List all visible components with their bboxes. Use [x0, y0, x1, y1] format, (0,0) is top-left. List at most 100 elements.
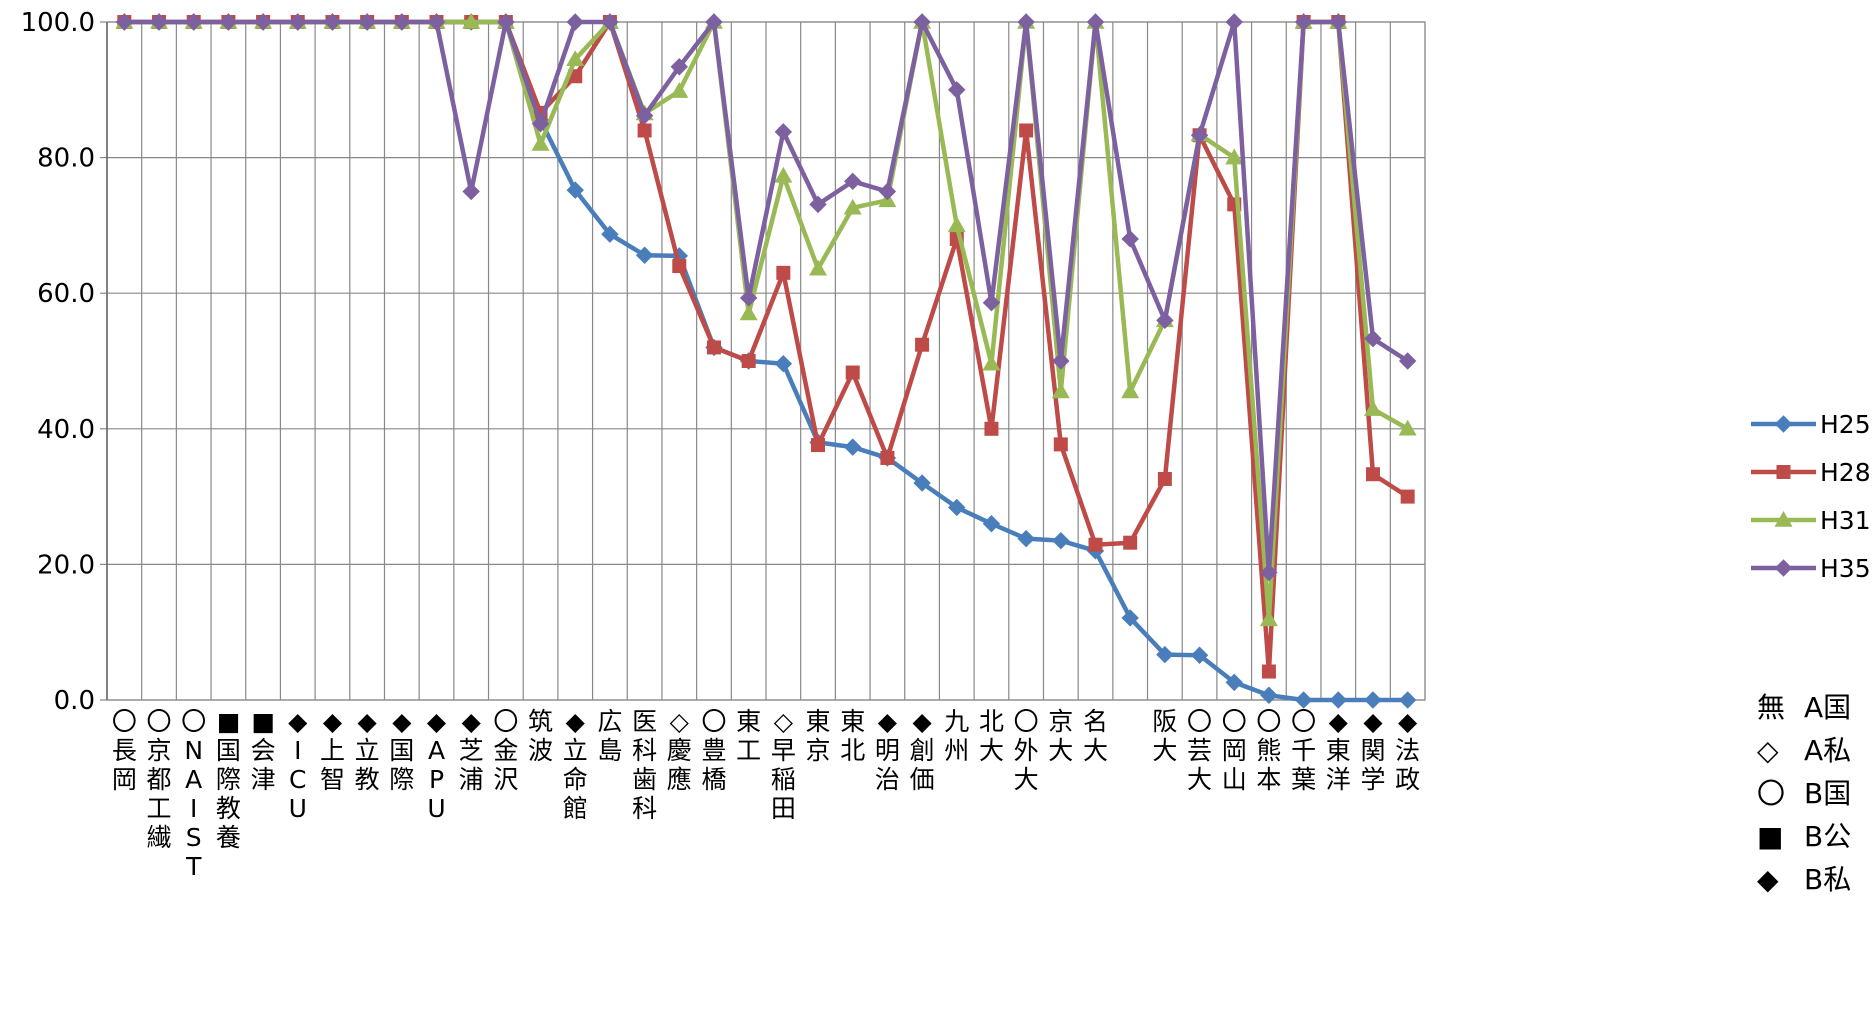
series-h25-point [913, 474, 931, 492]
series-h35-point [323, 13, 342, 31]
x-tick-label: 名大 [1083, 707, 1108, 765]
series-h35-point [878, 182, 897, 201]
legend-item-h28: H28 [1751, 458, 1871, 487]
x-tick-label: 京大 [1048, 707, 1073, 765]
series-h35-point [774, 123, 793, 141]
series-h28-point [706, 340, 721, 355]
series-h25-point [1398, 691, 1417, 709]
series-h25-point [1052, 531, 1070, 550]
series-h28-point [1400, 489, 1415, 504]
x-tick-label: 〇豊橋 [701, 707, 726, 794]
series-h31-point [1051, 382, 1070, 399]
series-h35-point [948, 81, 966, 99]
x-tick-label: 筑波 [528, 707, 553, 765]
y-tick-label: 20.0 [37, 550, 95, 580]
series-h31-point [1259, 610, 1278, 627]
series-h35-point [254, 13, 272, 31]
series-h28-point [1088, 537, 1103, 552]
series-h28-point [1019, 123, 1034, 138]
series-h31-point [1363, 400, 1382, 416]
note-label: B国 [1804, 777, 1851, 810]
x-tick-label: ◆関学 [1360, 707, 1385, 794]
series-h28-point [1261, 664, 1276, 679]
x-tick-label: 〇外大 [1014, 707, 1039, 794]
note-item: ■ B公 [1757, 820, 1851, 853]
series-h28-point [1123, 535, 1138, 550]
y-tick-label: 100.0 [21, 8, 95, 38]
series-h35-point [427, 13, 446, 31]
series-h25-point [948, 498, 966, 517]
note-symbol: 〇 [1757, 777, 1785, 810]
series-h25-point [844, 438, 862, 456]
series-h35-point [809, 195, 827, 214]
legend-label: H28 [1820, 458, 1871, 487]
series-h25-point [774, 355, 793, 373]
x-tick-label: ◆国際 [389, 707, 414, 794]
legend-point [1774, 559, 1793, 577]
x-tick-label: ◆創価 [910, 707, 935, 794]
x-tick-label: ■会津 [251, 707, 276, 794]
series-h35-point [358, 13, 376, 31]
series-h25-point [1225, 673, 1243, 692]
x-tick-label: ◆立命館 [563, 707, 588, 823]
x-tick-label: ◇早稲田 [771, 707, 796, 823]
legend-point [1774, 511, 1793, 527]
series-h35-point [393, 13, 411, 31]
x-tick-label: 医科歯科 [632, 707, 657, 823]
note-item: ◇ A私 [1757, 734, 1851, 767]
y-tick-label: 80.0 [37, 144, 95, 174]
series-h25-point [1121, 609, 1139, 627]
series-h35-point [462, 182, 480, 201]
legend-item-h31: H31 [1751, 506, 1871, 535]
series-h31-point [982, 354, 1001, 371]
series-h35-point [566, 13, 584, 31]
x-tick-label: ◆法政 [1395, 707, 1420, 794]
x-tick-label: ◆立教 [355, 707, 380, 794]
x-tick-label: 〇金沢 [493, 707, 518, 794]
note-item: 無 A国 [1757, 691, 1851, 724]
series-h35-point [115, 13, 134, 31]
note-symbol: 無 [1757, 691, 1785, 724]
legend-item-h35: H35 [1751, 554, 1871, 583]
series-h31-point [462, 13, 481, 29]
note-label: B私 [1804, 863, 1851, 896]
series-h35-point [497, 13, 515, 31]
x-tick-label: 〇千葉 [1291, 707, 1316, 794]
series-h35-point [739, 289, 758, 307]
series-h35-point [1260, 563, 1278, 582]
series-layer [115, 13, 1417, 709]
x-tick-label: 〇芸大 [1187, 707, 1212, 794]
x-tick-label: 九州 [944, 707, 969, 765]
series-h35-point [219, 13, 238, 31]
series-h28-point [672, 259, 687, 274]
series-h35-point [150, 13, 168, 31]
x-tick-label: 北大 [979, 707, 1004, 765]
series-h35 [115, 13, 1417, 582]
note-symbol: ◆ [1757, 863, 1779, 896]
legend-item-h25: H25 [1751, 410, 1871, 439]
series-h25-point [566, 181, 584, 199]
note-label: A国 [1804, 691, 1851, 724]
series-h35-point [635, 106, 654, 125]
series-h35-point [185, 13, 203, 31]
series-h25-point [982, 515, 1001, 533]
x-tick-label: 東北 [840, 707, 865, 765]
x-tick-label: ◆ I C U [288, 707, 308, 823]
series-h35-point [670, 58, 688, 76]
series-h25-point [601, 225, 619, 243]
note-label: A私 [1804, 734, 1851, 767]
x-tick-label: ◆ A P U [427, 707, 447, 823]
series-h31-point [531, 135, 550, 151]
series-h25-point [635, 246, 654, 264]
series-h28-point [880, 450, 895, 465]
series-h31-point [1398, 419, 1417, 436]
series-h28-point [845, 365, 860, 380]
series-h31-point [774, 166, 793, 183]
series-h35-point [1017, 13, 1035, 31]
legend-point [1774, 415, 1793, 433]
x-tick-label: 〇熊本 [1256, 707, 1281, 794]
x-tick-label: 〇長岡 [112, 707, 137, 794]
series-h35-point [1052, 352, 1070, 370]
y-tick-label: 0.0 [54, 686, 95, 716]
